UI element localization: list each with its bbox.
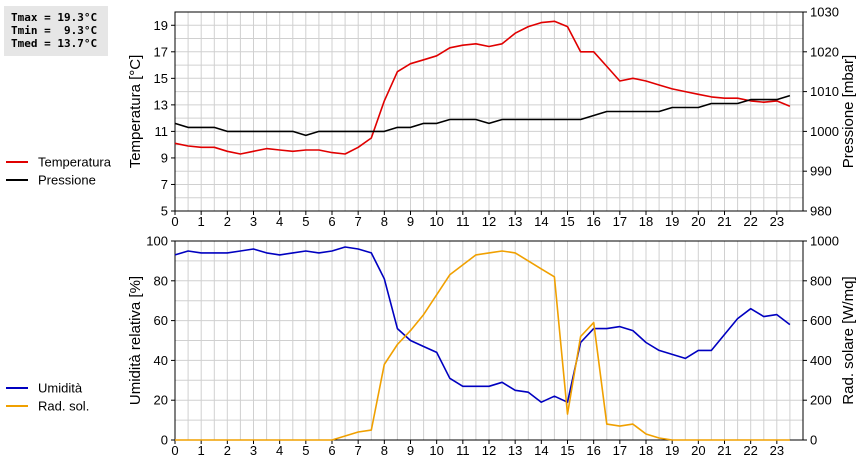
y2-tick-label: 1010 — [810, 84, 839, 99]
x-tick-label: 11 — [456, 214, 470, 229]
x-tick-label: 23 — [770, 214, 784, 229]
x-tick-label: 1 — [198, 443, 205, 458]
legend-label: Umidità — [38, 381, 83, 396]
series-line-1 — [174, 20, 791, 155]
x-tick-label: 3 — [250, 443, 257, 458]
series-line-1 — [174, 246, 791, 404]
x-tick-label: 20 — [691, 443, 705, 458]
x-tick-label: 12 — [482, 443, 496, 458]
y-tick-label: 0 — [161, 433, 168, 448]
y2-tick-label: 1000 — [810, 124, 839, 139]
legend-label: Rad. sol. — [38, 399, 89, 414]
x-tick-label: 9 — [407, 443, 414, 458]
x-tick-label: 4 — [276, 443, 283, 458]
x-tick-label: 9 — [407, 214, 414, 229]
x-tick-label: 18 — [639, 214, 653, 229]
x-tick-label: 21 — [717, 443, 731, 458]
x-tick-label: 16 — [586, 443, 600, 458]
x-tick-label: 5 — [302, 443, 309, 458]
x-tick-label: 19 — [665, 214, 679, 229]
x-tick-label: 0 — [171, 214, 178, 229]
y2-tick-label: 800 — [810, 273, 832, 288]
legend-label: Temperatura — [38, 155, 112, 170]
y2-tick-label: 600 — [810, 313, 832, 328]
x-tick-label: 10 — [429, 214, 443, 229]
x-tick-label: 21 — [717, 214, 731, 229]
x-tick-label: 23 — [770, 443, 784, 458]
y2-tick-label: 200 — [810, 393, 832, 408]
x-tick-label: 14 — [534, 443, 548, 458]
x-tick-label: 0 — [171, 443, 178, 458]
x-tick-label: 17 — [613, 443, 627, 458]
x-tick-label: 15 — [560, 214, 574, 229]
stat-tmed: Tmed = 13.7°C — [11, 37, 98, 50]
y-tick-label: 13 — [154, 97, 168, 112]
chart-panel-1: 0 1 2 3 4 5 6 7 8 9 10 11 12 13 14 15 16 17 18 19 20 21 22 2357… — [6, 5, 857, 229]
y-tick-label: 60 — [154, 313, 168, 328]
x-tick-label: 20 — [691, 214, 705, 229]
y-tick-label: 5 — [161, 204, 168, 219]
y2-tick-label: 990 — [810, 164, 832, 179]
x-tick-label: 8 — [381, 214, 388, 229]
x-tick-label: 14 — [534, 214, 548, 229]
y-tick-label: 40 — [154, 353, 168, 368]
x-tick-label: 16 — [586, 214, 600, 229]
y-tick-label: 19 — [154, 18, 168, 33]
y2-tick-label: 1030 — [810, 5, 839, 20]
chart-panel-2: 0 1 2 3 4 5 6 7 8 9 10 11 12 13 14 15 16 17 18 19 20 21 22 2302… — [6, 234, 857, 458]
stat-tmin: Tmin = 9.3°C — [11, 24, 98, 37]
y2-axis-label: Rad. solare [W/mq] — [840, 276, 857, 404]
x-tick-label: 8 — [381, 443, 388, 458]
x-tick-label: 19 — [665, 443, 679, 458]
legend-label: Pressione — [38, 173, 96, 188]
x-tick-label: 1 — [198, 214, 205, 229]
x-tick-label: 3 — [250, 214, 257, 229]
x-tick-label: 5 — [302, 214, 309, 229]
y-tick-label: 17 — [154, 44, 168, 59]
y-tick-label: 7 — [161, 177, 168, 192]
x-tick-label: 11 — [456, 443, 470, 458]
x-tick-label: 15 — [560, 443, 574, 458]
y-tick-label: 11 — [155, 124, 169, 139]
x-tick-label: 18 — [639, 443, 653, 458]
y-axis-label: Umidità relativa [%] — [127, 276, 144, 405]
y-tick-label: 15 — [154, 71, 168, 86]
x-tick-label: 13 — [508, 443, 522, 458]
y-tick-label: 9 — [161, 150, 168, 165]
x-tick-label: 13 — [508, 214, 522, 229]
y2-tick-label: 1000 — [810, 234, 839, 249]
y2-tick-label: 1020 — [810, 44, 839, 59]
y-tick-label: 100 — [146, 234, 168, 249]
x-tick-label: 6 — [328, 443, 335, 458]
x-tick-label: 2 — [224, 214, 231, 229]
series-line-2 — [175, 250, 790, 441]
x-tick-label: 12 — [482, 214, 496, 229]
y-tick-label: 80 — [154, 273, 168, 288]
y2-tick-label: 0 — [810, 433, 817, 448]
x-tick-label: 22 — [743, 214, 757, 229]
stats-box: Tmax = 19.3°C Tmin = 9.3°C Tmed = 13.7°C — [4, 6, 108, 56]
x-tick-label: 17 — [613, 214, 627, 229]
x-tick-label: 4 — [276, 214, 283, 229]
x-tick-label: 10 — [429, 443, 443, 458]
x-tick-label: 22 — [743, 443, 757, 458]
x-tick-label: 7 — [355, 214, 362, 229]
x-tick-label: 2 — [224, 443, 231, 458]
y-axis-label: Temperatura [°C] — [127, 55, 144, 169]
y-tick-label: 20 — [154, 393, 168, 408]
y2-tick-label: 980 — [810, 204, 832, 219]
y2-axis-label: Pressione [mbar] — [840, 55, 857, 168]
series-line-2 — [174, 94, 791, 137]
x-tick-label: 7 — [355, 443, 362, 458]
y2-tick-label: 400 — [810, 353, 832, 368]
x-tick-label: 6 — [328, 214, 335, 229]
stat-tmax: Tmax = 19.3°C — [11, 11, 98, 24]
